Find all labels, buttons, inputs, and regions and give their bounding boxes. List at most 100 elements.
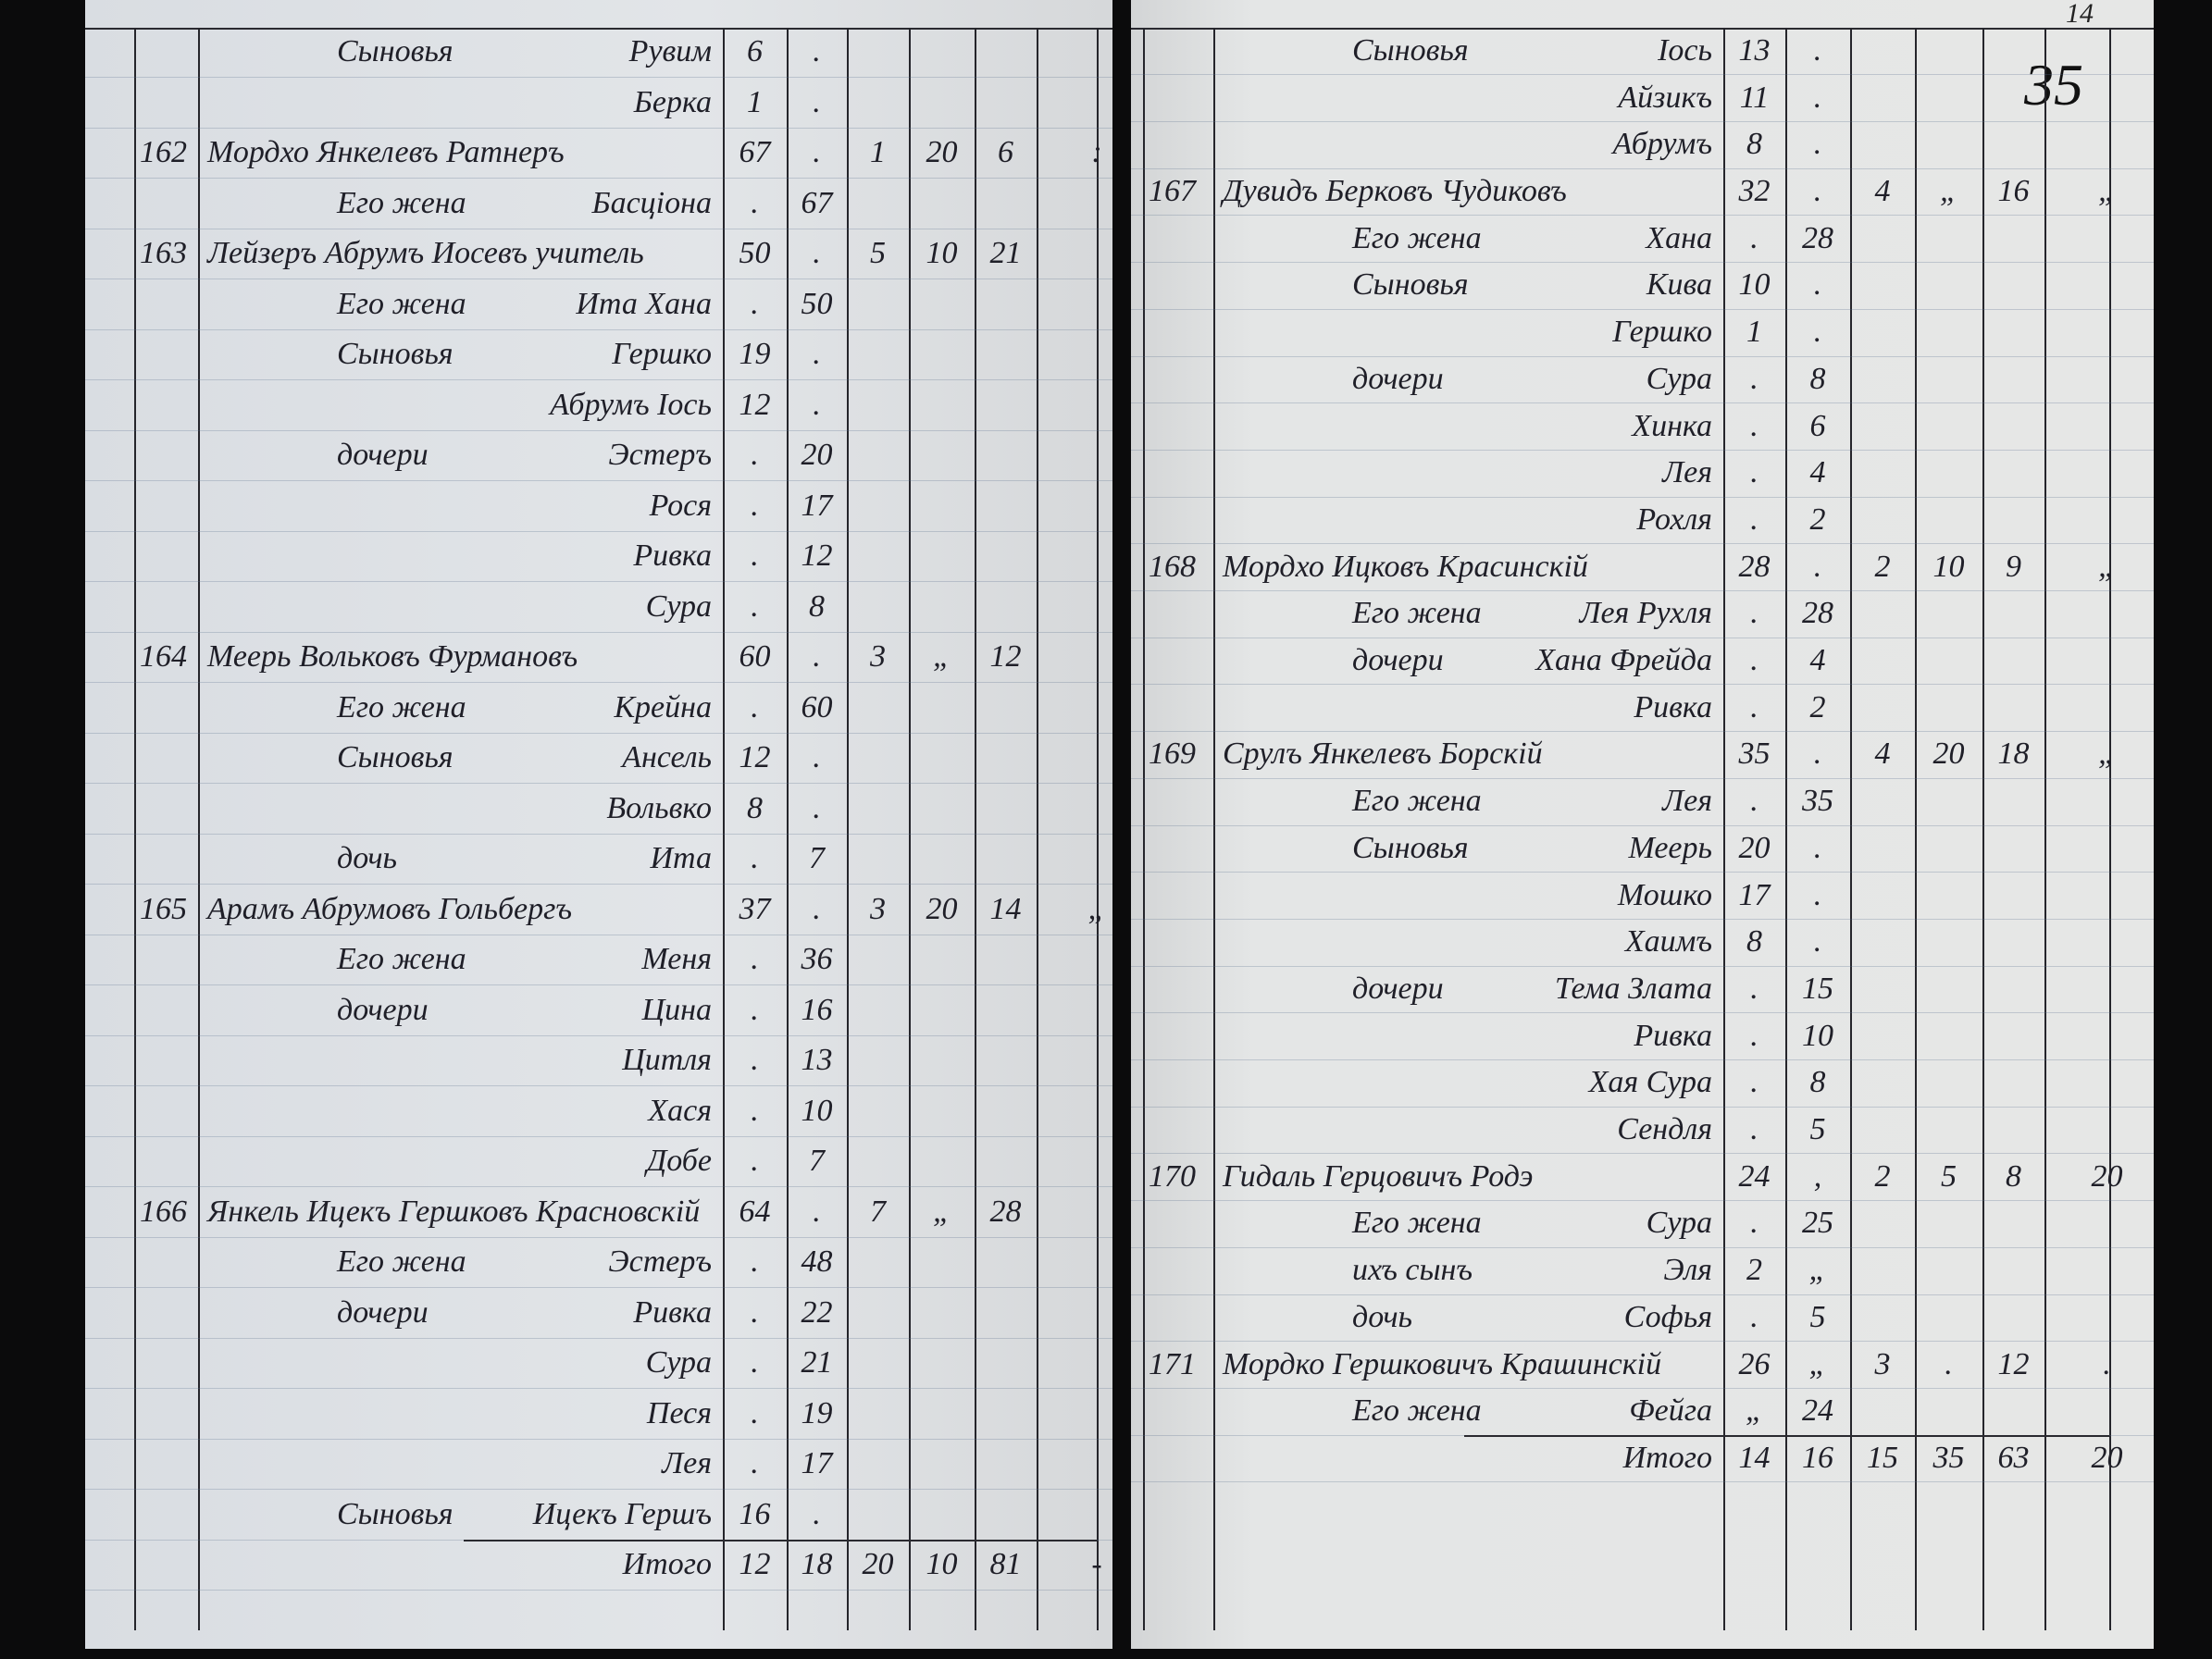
- name-cell: дочери Цина: [198, 984, 723, 1035]
- register-row: 167 Дувидъ Берковъ Чудиковъ 32. 4 „ 16 „: [1131, 168, 2154, 217]
- value-c1: [1850, 919, 1915, 966]
- value-female: .: [1813, 80, 1822, 115]
- register-row: Цитля. 13: [85, 1035, 1112, 1087]
- value-female: .: [813, 891, 821, 926]
- person-name: Хая Сура: [1588, 1065, 1712, 1100]
- value-c1: [847, 77, 909, 128]
- household-number: 162: [140, 135, 187, 169]
- person-name: Мордхо Ицковъ Красинскій: [1223, 549, 1588, 584]
- value-c2: [909, 1136, 975, 1187]
- column-rule: [723, 28, 725, 1630]
- name-cell: Айзикъ: [1213, 74, 1723, 121]
- value-male: 28: [1738, 549, 1771, 584]
- value-female: .: [813, 790, 821, 825]
- value-c3: [1982, 825, 2044, 873]
- person-name: Ита Хана: [576, 286, 712, 321]
- value-male: .: [751, 185, 759, 220]
- value-female: .: [1813, 830, 1822, 865]
- household-number: 165: [140, 891, 187, 926]
- value-female: 21: [801, 1345, 833, 1380]
- value-male: 37: [739, 891, 771, 926]
- name-cell: Сыновья Іось: [1213, 28, 1723, 75]
- value-c2: [909, 379, 975, 430]
- register-row: Абрумъ 8.: [1131, 121, 2154, 169]
- value-c2: 20: [926, 891, 958, 926]
- column-rule: [909, 28, 911, 1630]
- value-c3: [1982, 309, 2044, 356]
- name-cell: Срулъ Янкелевъ Борскій: [1213, 731, 1723, 778]
- value-c4: [2044, 74, 2169, 121]
- value-male: 14: [1738, 1440, 1771, 1475]
- value-male: 16: [739, 1496, 771, 1531]
- name-cell: Песя: [198, 1388, 723, 1439]
- value-male: 1: [1746, 315, 1762, 350]
- value-male: .: [751, 1144, 759, 1178]
- value-c1: [847, 480, 909, 531]
- value-c2: [1915, 215, 1982, 262]
- value-c3: [1982, 1294, 2044, 1342]
- register-row: Его жена Хана. 28: [1131, 215, 2154, 264]
- value-c2: [1915, 450, 1982, 497]
- value-c1: 3: [870, 639, 886, 674]
- value-female: .: [1813, 924, 1822, 959]
- person-name: Сура: [645, 588, 712, 624]
- register-row: дочери Ривка. 22: [85, 1287, 1112, 1339]
- value-c2: [1915, 309, 1982, 356]
- register-row: Гершко 1.: [1131, 309, 2154, 357]
- value-c2: [909, 935, 975, 985]
- column-rule: [198, 28, 200, 1630]
- value-c4: [2044, 1388, 2169, 1435]
- name-cell: Его жена Крейна: [198, 682, 723, 733]
- total-row: Итого 12 18 20 10 81 -: [85, 1539, 1112, 1591]
- value-c4: [2044, 919, 2169, 966]
- relation-label: дочери: [337, 1294, 429, 1330]
- value-male: .: [751, 841, 759, 875]
- register-row: Хая Сура. 8: [1131, 1059, 2154, 1108]
- person-name: Гершко: [612, 337, 712, 371]
- value-c3: [1982, 1388, 2044, 1435]
- person-name: Сура: [1646, 1206, 1712, 1241]
- register-row: Сура. 8: [85, 581, 1112, 633]
- value-female: 17: [801, 488, 833, 523]
- register-row: Хася. 10: [85, 1085, 1112, 1137]
- value-female: 2: [1809, 501, 1826, 537]
- value-male: 26: [1738, 1346, 1771, 1381]
- value-c1: [847, 1035, 909, 1086]
- relation-label: Его жена: [337, 286, 466, 321]
- value-c1: [1850, 121, 1915, 168]
- name-cell: Добе: [198, 1136, 723, 1187]
- value-c2: [909, 1489, 975, 1540]
- person-name: Хана: [1646, 220, 1712, 255]
- name-cell: Его жена Фейга: [1213, 1388, 1723, 1435]
- register-row: дочери Тема Злата. 15: [1131, 966, 2154, 1014]
- value-male: 35: [1738, 737, 1771, 772]
- value-c3: [1982, 497, 2044, 544]
- name-cell: Вольвко: [198, 783, 723, 834]
- total-rule: [1464, 1434, 2109, 1437]
- person-name: Мордко Гершковичъ Крашинскій: [1223, 1346, 1662, 1381]
- value-c1: [1850, 1388, 1915, 1435]
- value-c2: [909, 1439, 975, 1490]
- name-cell: Ривка: [198, 531, 723, 582]
- value-c2: „: [1940, 174, 1957, 209]
- register-row: Его жена Сура. 25: [1131, 1200, 2154, 1248]
- person-name: Лея Рухля: [1579, 596, 1712, 631]
- register-row: Сыновья Іось 13.: [1131, 28, 2154, 76]
- value-male: 10: [1738, 267, 1771, 303]
- value-male: 67: [739, 135, 771, 169]
- name-cell: Гидаль Герцовичъ Родэ: [1213, 1153, 1723, 1200]
- value-c3: [975, 279, 1037, 329]
- value-c2: [1915, 778, 1982, 825]
- person-name: Тема Злата: [1554, 971, 1712, 1006]
- person-name: Ривка: [633, 1294, 712, 1330]
- register-row: Ривка. 12: [85, 531, 1112, 583]
- value-female: 35: [1802, 784, 1833, 819]
- household-number: 167: [1149, 174, 1196, 209]
- value-c2: [909, 77, 975, 128]
- value-c3: [1982, 1247, 2044, 1294]
- column-rule: [2044, 28, 2046, 1630]
- name-cell: Его жена Хана: [1213, 215, 1723, 262]
- value-female: 6: [1809, 408, 1826, 443]
- value-female: .: [813, 387, 821, 422]
- value-c3: [1982, 684, 2044, 731]
